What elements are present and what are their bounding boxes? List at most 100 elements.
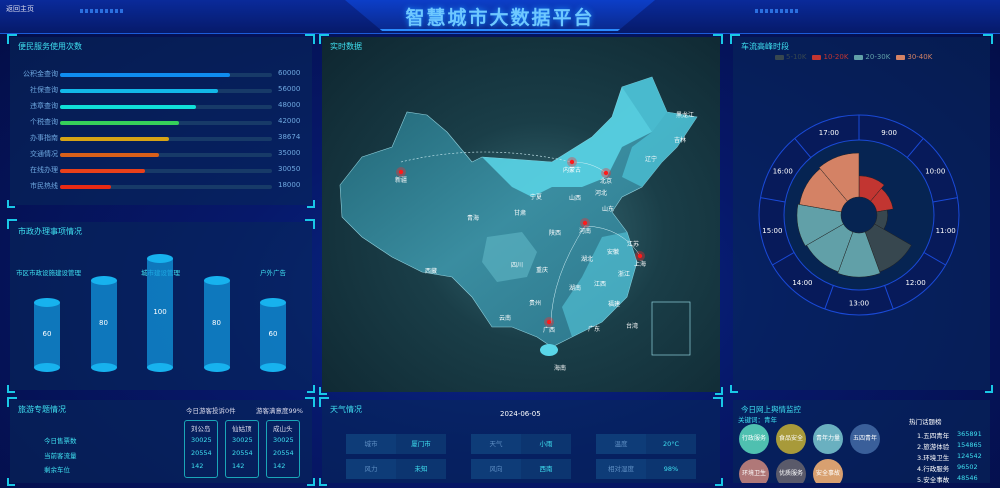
row-label: 今日售票数 (44, 437, 77, 445)
topic-bubble[interactable]: 安全事故 (813, 459, 843, 483)
cylinder-top (34, 298, 60, 307)
service-row: 市民热线 18000 (10, 181, 310, 193)
weather-value: 未知 (396, 459, 446, 479)
province-label: 山西 (569, 194, 581, 202)
topic-bubble[interactable]: 五四青年 (850, 424, 880, 454)
province-label: 黑龙江 (676, 111, 694, 119)
hot-topic-item[interactable]: 3.环境卫生 124542 (917, 452, 990, 462)
service-value: 42000 (278, 117, 301, 125)
weather-cell: 温度 20°C (596, 434, 696, 454)
topic-bubble[interactable]: 青年力量 (813, 424, 843, 454)
topic-bubble[interactable]: 环境卫生 (739, 459, 769, 483)
weather-key: 城市 (364, 440, 378, 448)
rose-sector[interactable] (818, 152, 860, 202)
province-label: 内蒙古 (563, 166, 581, 174)
hot-topic-item[interactable]: 4.行政服务 96502 (917, 463, 990, 473)
flight-line (400, 151, 573, 163)
rose-sector[interactable] (864, 223, 912, 273)
ring-divider (932, 197, 958, 203)
service-usage-panel: 便民服务使用次数 公积金查询 60000 社保查询 56000 违章查询 48000 个税查… (7, 34, 315, 208)
hotspot-marker[interactable] (569, 159, 575, 165)
service-label: 市民热线 (30, 182, 58, 190)
topic-bubble[interactable]: 食品安全 (776, 424, 806, 454)
province-label: 海南 (554, 364, 566, 372)
service-row: 违章查询 48000 (10, 101, 310, 113)
service-bar (60, 89, 219, 93)
service-bar (60, 185, 111, 189)
service-bar-track (60, 185, 272, 189)
back-home-link[interactable]: 返回主页 (6, 5, 34, 13)
time-label: 14:00 (792, 279, 812, 287)
weather-panel: 天气情况 2024-06-05 城市 厦门市 天气 小雨 温度 20°C 风力 未知 风向 西南 相… (319, 397, 723, 486)
scenic-spot-value: 20554 (191, 449, 212, 457)
service-label: 违章查询 (30, 102, 58, 110)
panel-title: 实时数据 (330, 42, 362, 51)
cylinder-bar: 60 (34, 222, 60, 390)
hot-topic-item[interactable]: 1.五四青年 365891 (917, 430, 990, 440)
hotspot-marker[interactable] (603, 170, 609, 176)
weather-date: 2024-06-05 (500, 410, 541, 418)
topic-bubble[interactable]: 行政服务 (739, 424, 769, 454)
hot-topic-item[interactable]: 5.安全事故 48546 (917, 474, 990, 483)
weather-value: 西南 (521, 459, 571, 479)
hotspot-marker[interactable] (546, 319, 552, 325)
weather-cell: 风力 未知 (346, 459, 446, 479)
legend-item[interactable]: 30-40K (896, 53, 932, 61)
rose-sector[interactable] (806, 223, 854, 273)
cylinder-top (260, 298, 286, 307)
cylinder-value: 60 (42, 330, 52, 338)
service-bar-track (60, 89, 272, 93)
hot-topic-item[interactable]: 2.旅游体验 154865 (917, 441, 990, 451)
category-label: 市区市政设施建设管理 (16, 269, 81, 277)
panel-title: 旅游专题情况 (18, 405, 66, 414)
legend-item[interactable]: 20-30K (854, 53, 890, 61)
province-label: 云南 (499, 314, 511, 322)
time-label: 16:00 (773, 168, 793, 176)
topic-bubble[interactable]: 优质服务 (776, 459, 806, 483)
hot-topic-count: 365891 (957, 430, 982, 438)
hotspot-marker[interactable] (637, 253, 643, 259)
province-label: 江西 (594, 281, 606, 288)
rose-sector[interactable] (858, 175, 885, 202)
time-label: 13:00 (849, 300, 869, 308)
service-row: 办事指南 38674 (10, 133, 310, 145)
province-label: 宁夏 (530, 193, 542, 201)
hotspot-marker[interactable] (398, 169, 404, 175)
rose-sector[interactable] (796, 203, 844, 247)
service-bar (60, 105, 196, 109)
service-bar-track (60, 153, 272, 157)
cylinder-bar: 100 (147, 222, 173, 390)
hotspot-marker[interactable] (582, 220, 588, 226)
hot-topic-label: 1.五四青年 (917, 432, 950, 440)
scenic-spot-column: 成山头 30025 20554 142 (266, 420, 300, 478)
rose-sector[interactable] (799, 168, 848, 213)
time-label: 15:00 (762, 227, 782, 235)
ring-divider (923, 252, 946, 266)
complaints-text: 今日游客投诉0件 (186, 407, 236, 415)
hot-topic-count: 154865 (957, 441, 982, 449)
flight-line (584, 225, 642, 258)
rose-sector[interactable] (870, 188, 894, 213)
weather-cell: 城市 厦门市 (346, 434, 446, 454)
chart-legend: 5-10K 10-20K 20-30K 30-40K (775, 53, 932, 61)
service-bar (60, 137, 170, 141)
service-bar (60, 153, 159, 157)
province-label: 河南 (579, 227, 591, 235)
panel-title: 车流高峰时段 (741, 42, 789, 51)
service-bar-track (60, 121, 272, 125)
hot-topic-count: 48546 (957, 474, 978, 482)
panel-title: 天气情况 (330, 405, 362, 414)
rose-sector[interactable] (837, 231, 881, 278)
service-row: 个税查询 42000 (10, 117, 310, 129)
province-label: 青海 (467, 214, 479, 222)
legend-item[interactable]: 5-10K (775, 53, 806, 61)
province-label: 福建 (608, 300, 620, 308)
cylinder-body (90, 280, 117, 368)
keyword-text: 关键词：青年 (738, 416, 777, 424)
legend-item[interactable]: 10-20K (812, 53, 848, 61)
weather-value: 20°C (646, 434, 696, 454)
cylinder-bar: 80 (90, 222, 117, 390)
legend-swatch (854, 54, 864, 60)
ring-divider (772, 252, 795, 266)
